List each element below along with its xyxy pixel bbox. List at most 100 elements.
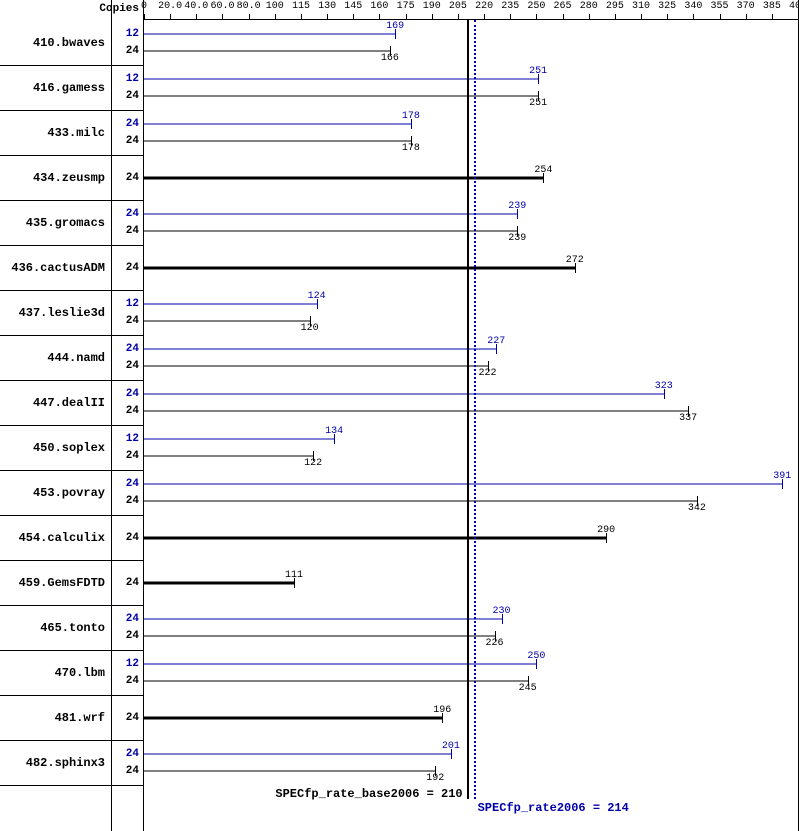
axis-tick-mark [746,14,747,20]
copies-value-base: 24 [126,532,139,544]
row-separator [112,65,143,66]
bar-value-peak: 239 [508,201,526,212]
bar-value-peak: 250 [527,651,545,662]
axis-tick-mark [379,14,380,20]
axis-tick-mark [510,14,511,20]
row-separator [0,155,111,156]
axis-tick-label: 115 [292,1,310,12]
copies-value-peak: 12 [126,298,139,310]
benchmark-name: 435.gromacs [26,216,105,230]
axis-tick-mark [720,14,721,20]
benchmark-name: 447.dealII [33,396,105,410]
axis-tick-mark [667,14,668,20]
bar-value-base: 272 [566,255,584,266]
copies-value-peak: 12 [126,658,139,670]
axis-tick-label: 130 [318,1,336,12]
axis-tick-label: 80.0 [237,1,261,12]
row-separator [112,200,143,201]
bar-value-base: 245 [519,683,537,694]
spec-benchmark-chart: 410.bwaves416.gamess433.milc434.zeusmp43… [0,0,799,831]
row-separator [112,515,143,516]
row-separator [112,425,143,426]
axis-tick-mark [484,14,485,20]
bar-line [144,349,496,350]
axis-tick-mark [693,14,694,20]
bar-value-peak: 230 [493,606,511,617]
reference-line-peak [474,20,476,799]
row-separator [112,605,143,606]
benchmark-name: 434.zeusmp [33,171,105,185]
axis-tick-label: 265 [554,1,572,12]
axis-tick-label: 385 [763,1,781,12]
reference-line-base [467,20,469,799]
axis-tick-mark [249,14,250,20]
copies-value-peak: 24 [126,613,139,625]
row-separator [0,785,111,786]
row-separator [0,740,111,741]
bar-line [144,176,543,179]
row-separator [0,605,111,606]
axis-tick-label: 325 [658,1,676,12]
axis-tick-label: 310 [632,1,650,12]
axis-tick-mark [615,14,616,20]
row-separator [0,650,111,651]
bar-line [144,394,664,395]
copies-value-base: 24 [126,630,139,642]
bar-line [144,536,606,539]
bar-line [144,214,517,215]
copies-value-base: 24 [126,225,139,237]
axis-tick-label: 190 [423,1,441,12]
bar-line [144,95,538,96]
axis-tick-mark [641,14,642,20]
copies-value-base: 24 [126,315,139,327]
copies-value-base: 24 [126,495,139,507]
bar-line [144,455,313,456]
bar-line [144,680,528,681]
bar-line [144,79,538,80]
axis-tick-mark [170,14,171,20]
row-separator [112,290,143,291]
copies-value-base: 24 [126,172,139,184]
bar-value-base: 290 [597,525,615,536]
copies-header: Copies [99,3,139,15]
bar-line [144,410,688,411]
axis-tick-mark [458,14,459,20]
row-separator [112,245,143,246]
bar-value-peak: 251 [529,66,547,77]
bar-line [144,140,411,141]
axis-tick-mark [144,14,145,20]
bar-line [144,635,495,636]
row-separator [112,740,143,741]
row-separator [0,695,111,696]
bar-value-peak: 134 [325,426,343,437]
bar-line [144,230,517,231]
bar-line [144,320,310,321]
copies-value-base: 24 [126,135,139,147]
row-separator [112,785,143,786]
row-separator [0,560,111,561]
axis-tick-label: 0 [141,1,147,12]
bar-value-base: 178 [402,143,420,154]
row-separator [0,425,111,426]
benchmark-name: 459.GemsFDTD [19,576,105,590]
bar-line [144,716,442,719]
bar-line [144,439,334,440]
copies-value-peak: 24 [126,478,139,490]
copies-value-peak: 24 [126,388,139,400]
row-separator [0,290,111,291]
axis-tick-mark [353,14,354,20]
bar-value-base: 222 [479,368,497,379]
axis-tick-label: 100 [266,1,284,12]
copies-value-peak: 24 [126,343,139,355]
row-separator [112,110,143,111]
bar-value-base: 111 [285,570,303,581]
copies-value-peak: 12 [126,433,139,445]
bar-value-peak: 201 [442,741,460,752]
bar-value-base: 239 [508,233,526,244]
bar-value-peak: 124 [308,291,326,302]
bar-line [144,304,317,305]
row-separator [112,380,143,381]
axis-tick-label: 355 [711,1,729,12]
bar-line [144,484,782,485]
copies-value-peak: 12 [126,73,139,85]
